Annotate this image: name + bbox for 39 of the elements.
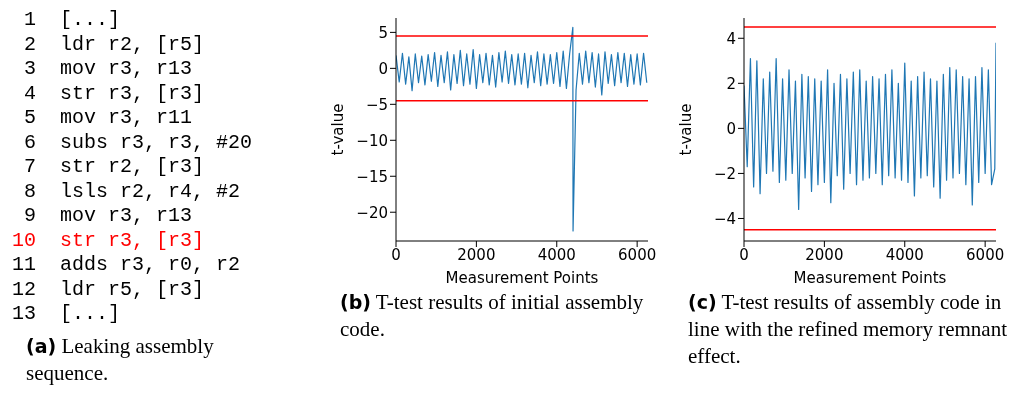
y-tick-label: −20	[356, 203, 388, 222]
y-tick-label: −2	[713, 164, 736, 183]
y-tick-label: 0	[726, 119, 736, 138]
text: (c) T-test results of assembly code in line with the refined memory remnant effect.	[688, 289, 1008, 370]
y-tick-label: 4	[726, 29, 736, 48]
y-axis-title: t-value	[677, 103, 696, 156]
text: (a) Leaking assembly sequence.	[26, 332, 215, 387]
x-tick-label: 2000	[457, 245, 496, 264]
x-axis-title: Measurement Points	[793, 269, 947, 287]
y-tick-label: 5	[378, 23, 388, 42]
y-tick-label: −15	[356, 167, 388, 186]
y-tick-label: −4	[713, 209, 736, 228]
x-tick-label: 6000	[966, 245, 1005, 264]
text: (b) T-test results of initial assembly code.	[340, 289, 645, 343]
x-tick-label: 4000	[885, 245, 924, 264]
y-axis-title: t-value	[329, 103, 348, 156]
text: 1 [...]	[23, 8, 122, 33]
y-tick-label: −10	[356, 131, 388, 150]
x-axis-title: Measurement Points	[445, 269, 599, 287]
x-tick-label: 6000	[618, 245, 657, 264]
text: 11 adds r3, r0, r2	[12, 253, 242, 278]
y-tick-label: 2	[726, 74, 736, 93]
text: 13 [...]	[12, 302, 122, 327]
x-tick-label: 0	[391, 245, 401, 264]
x-tick-label: 0	[739, 245, 749, 264]
text: 3 mov r3, r13	[23, 57, 194, 82]
y-tick-label: −5	[365, 95, 388, 114]
text: 7 str r2, [r3]	[23, 155, 206, 180]
x-tick-label: 2000	[805, 245, 844, 264]
text: 6 subs r3, r3, #20	[23, 130, 254, 155]
text: 2 ldr r2, [r5]	[23, 32, 206, 57]
text: 12 ldr r5, [r3]	[12, 277, 206, 302]
text: 9 mov r3, r13	[23, 204, 194, 229]
text: 5 mov r3, r11	[23, 106, 194, 131]
text: 8 lsls r2, r4, #2	[23, 179, 242, 204]
x-tick-label: 4000	[537, 245, 576, 264]
y-tick-label: 0	[378, 59, 388, 78]
text: 10 str r3, [r3]	[12, 228, 206, 253]
text: 4 str r3, [r3]	[23, 81, 206, 106]
